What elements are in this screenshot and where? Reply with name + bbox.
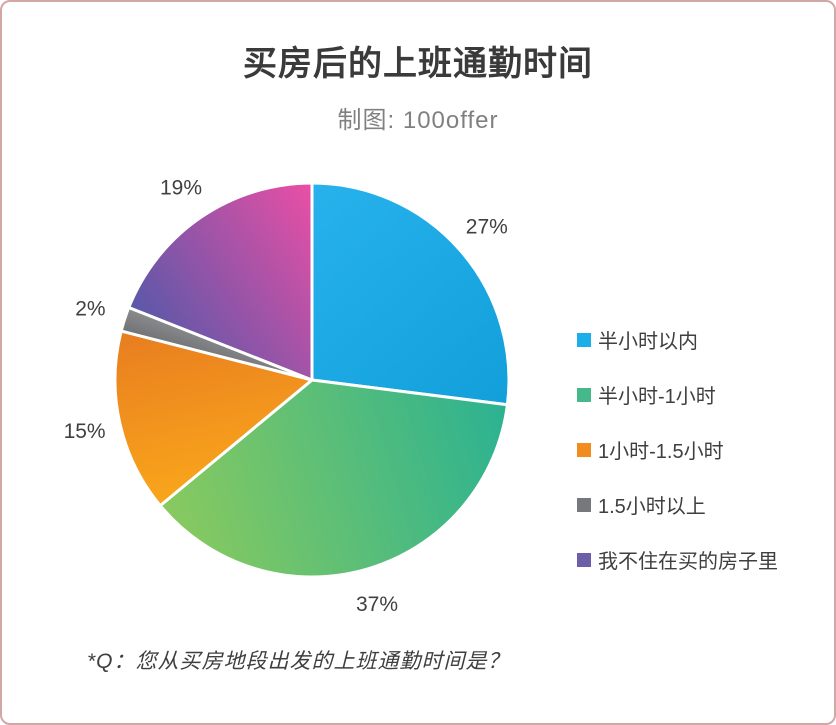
- legend-label: 我不住在买的房子里: [598, 551, 778, 573]
- slice-percent-label-0: 27%: [466, 215, 508, 238]
- legend-swatch-icon: [577, 332, 591, 347]
- legend-label: 1小时-1.5小时: [598, 441, 724, 463]
- legend-item-4: 我不住在买的房子里: [577, 548, 778, 573]
- legend-item-2: 1小时-1.5小时: [577, 438, 778, 463]
- legend-item-3: 1.5小时以上: [577, 493, 778, 518]
- pie-slice-2: [113, 329, 314, 508]
- chart-footnote: *Q：您从买房地段出发的上班通勤时间是？: [87, 650, 510, 673]
- slice-percent-label-1: 37%: [356, 593, 398, 616]
- legend-item-0: 半小时以内: [577, 328, 778, 353]
- legend-swatch-icon: [577, 387, 591, 402]
- legend-label: 半小时以内: [598, 331, 698, 353]
- pie-slice-0: [310, 181, 511, 407]
- slice-percent-label-3: 2%: [75, 297, 105, 320]
- slice-percent-label-2: 15%: [64, 420, 106, 443]
- legend-swatch-icon: [577, 497, 591, 512]
- pie-slice-4: [127, 181, 314, 382]
- slice-percent-label-4: 19%: [160, 177, 202, 200]
- legend: 半小时以内 半小时-1小时 1小时-1.5小时 1.5小时以上 我不住在买的房子…: [577, 328, 778, 603]
- pie-slice-1: [158, 378, 509, 579]
- legend-label: 半小时-1小时: [598, 386, 716, 408]
- pie-chart: 27% 37% 15% 2% 19%: [64, 177, 511, 616]
- legend-swatch-icon: [577, 442, 591, 457]
- legend-label: 1.5小时以上: [598, 496, 706, 518]
- legend-item-1: 半小时-1小时: [577, 383, 778, 408]
- chart-subtitle: 制图: 100offer: [337, 107, 499, 134]
- chart-title: 买房后的上班通勤时间: [243, 45, 593, 83]
- legend-swatch-icon: [577, 552, 591, 567]
